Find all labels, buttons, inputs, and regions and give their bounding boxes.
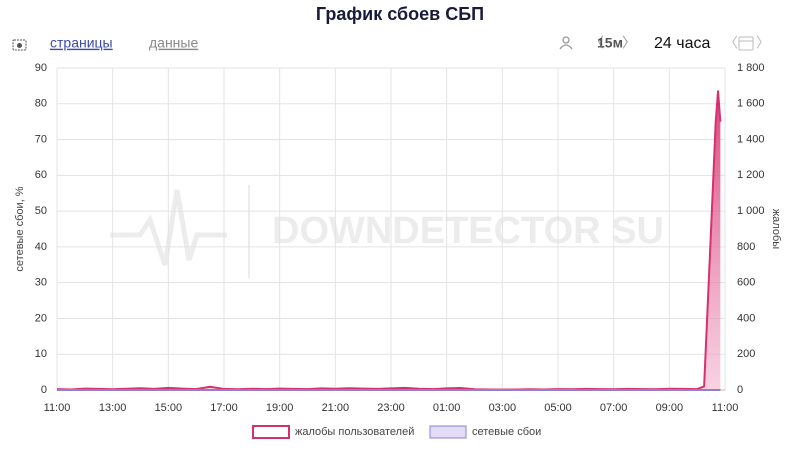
y2-tick-label: 1 400	[737, 133, 765, 145]
x-tick-label: 13:00	[99, 402, 127, 414]
calendar-icon[interactable]	[738, 36, 754, 51]
y2-tick-label: 1 200	[737, 169, 765, 181]
x-tick-label: 05:00	[544, 402, 572, 414]
y2-tick-label: 600	[737, 277, 755, 289]
watermark: DOWNDETECTOR SU	[110, 185, 664, 278]
x-tick-label: 11:00	[44, 402, 71, 414]
x-tick-label: 23:00	[377, 402, 405, 414]
y-tick-label: 10	[35, 348, 47, 360]
y2-axis-label: жалобы	[770, 209, 782, 249]
legend-swatch[interactable]	[429, 425, 467, 439]
x-tick-label: 03:00	[489, 402, 517, 414]
y-tick-label: 30	[35, 277, 47, 289]
camera-icon[interactable]	[12, 39, 27, 51]
y2-tick-label: 1 000	[737, 205, 765, 217]
y-tick-label: 50	[35, 205, 47, 217]
x-tick-label: 17:00	[210, 402, 238, 414]
y2-tick-label: 200	[737, 348, 755, 360]
legend: жалобы пользователей сетевые сбои	[252, 425, 541, 439]
bracket: 〈	[590, 35, 604, 51]
y-tick-label: 20	[35, 312, 47, 324]
tab-link[interactable]: данные	[149, 35, 198, 51]
person-icon[interactable]	[559, 36, 573, 50]
y-tick-label: 80	[35, 98, 47, 110]
x-tick-label: 07:00	[600, 402, 628, 414]
x-tick-label: 21:00	[322, 402, 350, 414]
y2-tick-label: 400	[737, 312, 755, 324]
y-axis-label: сетевые сбои, %	[14, 186, 26, 271]
y-tick-label: 60	[35, 169, 47, 181]
y-tick-label: 40	[35, 241, 47, 253]
x-tick-label: 01:00	[433, 402, 461, 414]
period[interactable]: 24 часа	[654, 35, 710, 52]
y2-tick-label: 1 600	[737, 98, 765, 110]
x-tick-label: 09:00	[656, 402, 684, 414]
legend-label[interactable]: сетевые сбои	[472, 426, 541, 438]
x-tick-label: 11:00	[712, 402, 739, 414]
y2-tick-label: 1 800	[737, 62, 765, 74]
x-tick-label: 19:00	[266, 402, 294, 414]
bracket: 〉	[622, 35, 636, 51]
tab-link[interactable]: страницы	[50, 35, 113, 51]
chart-title: График сбоев СБП	[316, 4, 484, 24]
legend-label[interactable]: жалобы пользователей	[295, 426, 414, 438]
bracket: 〉	[756, 35, 770, 51]
interval[interactable]: 15м	[597, 35, 623, 51]
x-tick-label: 15:00	[155, 402, 183, 414]
watermark-text: DOWNDETECTOR SU	[272, 210, 664, 252]
y2-tick-label: 0	[737, 384, 743, 396]
legend-swatch[interactable]	[252, 425, 290, 439]
bracket: 〈	[724, 35, 738, 51]
y-tick-label: 90	[35, 62, 47, 74]
y-tick-label: 70	[35, 133, 47, 145]
y2-tick-label: 800	[737, 241, 755, 253]
y-tick-label: 0	[41, 384, 47, 396]
